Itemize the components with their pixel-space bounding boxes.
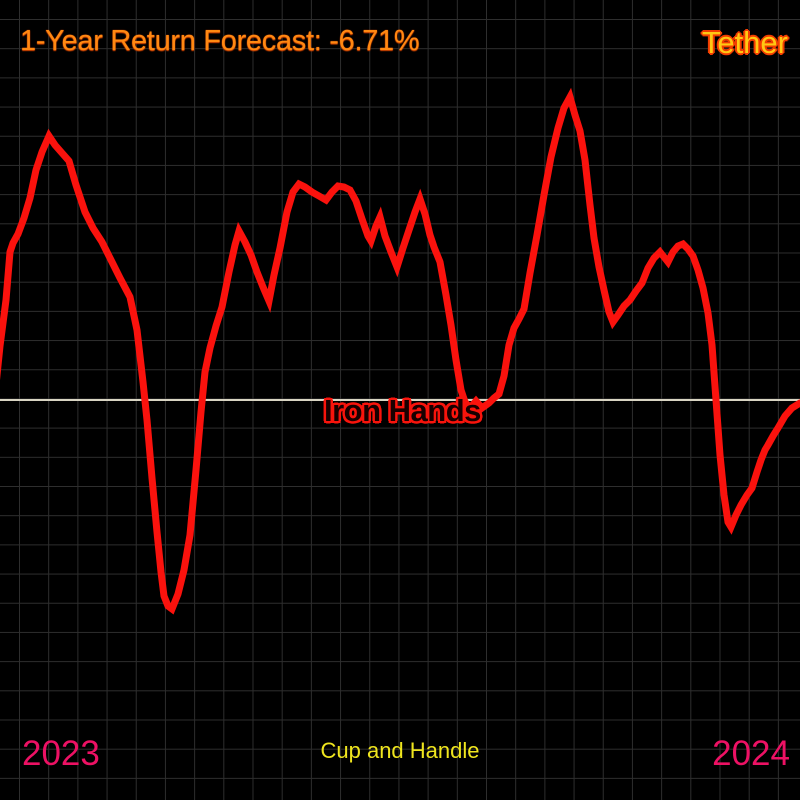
forecast-title: 1-Year Return Forecast: -6.71% bbox=[20, 25, 420, 57]
price-line bbox=[0, 87, 800, 615]
x-axis-start-year: 2023 bbox=[22, 734, 100, 773]
watermark-text: Iron Hands bbox=[324, 393, 481, 428]
pattern-label: Cup and Handle bbox=[320, 738, 480, 763]
x-axis-end-year: 2024 bbox=[712, 734, 790, 773]
ticker-label: Tether bbox=[701, 25, 788, 60]
